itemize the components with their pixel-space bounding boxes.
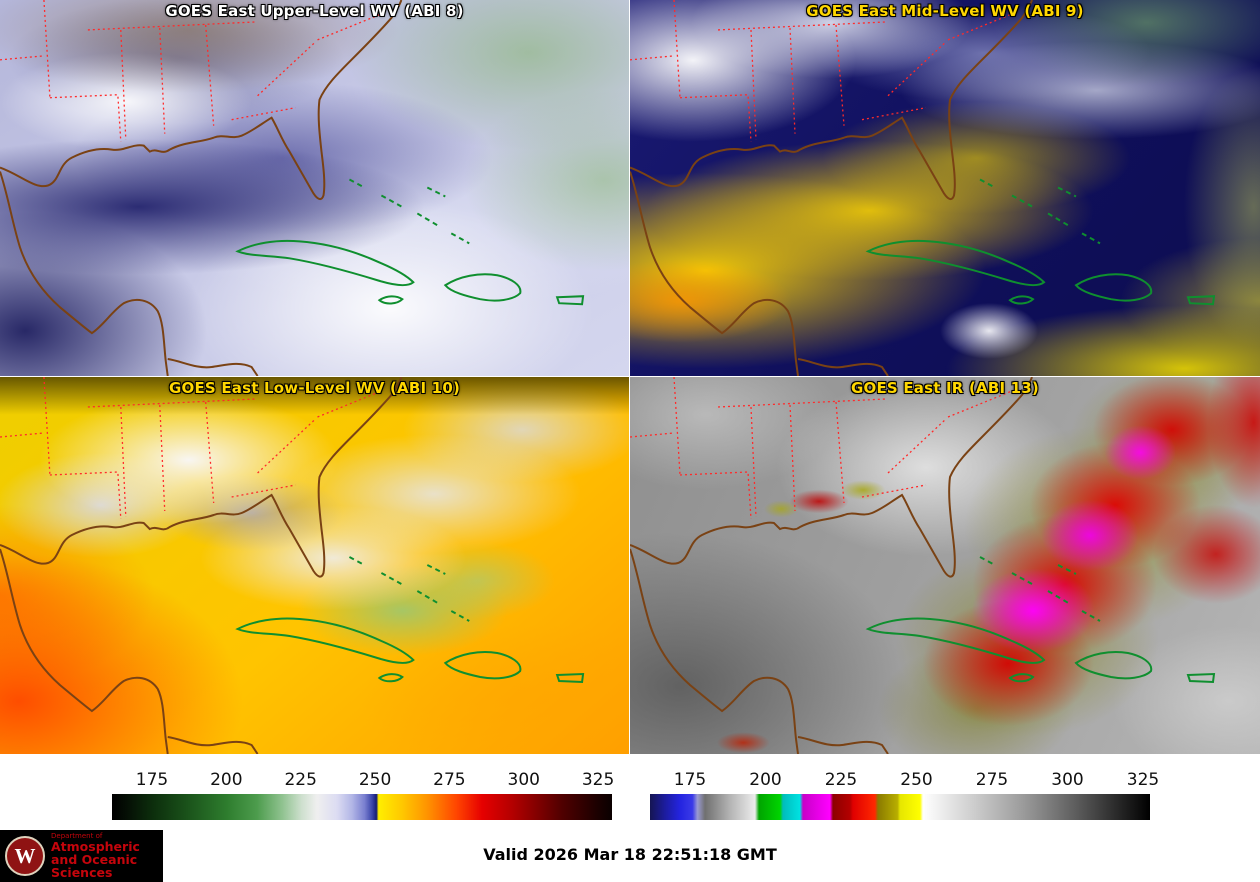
colorbar-tick-label: 225: [824, 770, 858, 790]
upper-level-wv-imagery: [0, 0, 629, 376]
colorbar-legend: 175 200 225 250 275 300 325 175 200 225 250 275 300…: [0, 754, 1260, 830]
colorbar-tick-label: 300: [507, 770, 540, 790]
logo-dept-line: Department of: [51, 831, 103, 840]
footer: W Department of Atmospheric and Oceanic …: [0, 830, 1260, 882]
colorbar-tick-label: 250: [900, 770, 933, 790]
colorbar-tick-label: 250: [358, 770, 392, 790]
panel-title: GOES East Mid-Level WV (ABI 9): [806, 2, 1084, 20]
map-overlay: [630, 377, 1215, 754]
uw-crest-icon: W: [5, 836, 45, 876]
map-overlay: [630, 0, 1215, 376]
colorbar-tick-label: 325: [581, 770, 615, 790]
panel-ir: GOES East IR (ABI 13): [630, 377, 1260, 754]
aos-logo-text: Department of Atmospheric and Oceanic Sc…: [51, 831, 163, 881]
logo-line1: Atmospheric: [51, 838, 140, 854]
ir-imagery: [630, 377, 1260, 754]
valid-time: Valid 2026 Mar 18 22:51:18 GMT: [483, 845, 777, 864]
wv-colorbar-ticks: 175 200 225 250 275 300 325: [112, 770, 615, 794]
colorbar-tick-label: 175: [135, 770, 169, 790]
colorbar-tick-label: 225: [284, 770, 317, 790]
low-level-wv-imagery: [0, 377, 629, 754]
wv-colorbar: 175 200 225 250 275 300 325: [112, 770, 615, 820]
mid-level-wv-imagery: [630, 0, 1260, 376]
logo-line2: and Oceanic Sciences: [51, 852, 138, 881]
colorbar-tick-label: 200: [210, 770, 243, 790]
panel-title: GOES East Low-Level WV (ABI 10): [168, 379, 461, 397]
panel-low-level-wv: GOES East Low-Level WV (ABI 10): [0, 377, 630, 754]
map-overlay: [0, 0, 585, 376]
colorbar-tick-label: 275: [975, 770, 1009, 790]
colorbar-tick-label: 300: [1051, 770, 1084, 790]
wv-colorbar-gradient: [112, 794, 612, 820]
colorbar-tick-label: 275: [433, 770, 466, 790]
aos-logo: W Department of Atmospheric and Oceanic …: [0, 830, 163, 882]
panel-title: GOES East Upper-Level WV (ABI 8): [165, 2, 464, 20]
colorbar-tick-label: 200: [749, 770, 782, 790]
satellite-quad-view: GOES East Upper-Level WV (ABI 8) GOES Ea…: [0, 0, 1260, 754]
colorbar-tick-label: 175: [673, 770, 707, 790]
ir-colorbar: 175 200 225 250 275 300 325: [650, 770, 1159, 820]
panel-mid-level-wv: GOES East Mid-Level WV (ABI 9): [630, 0, 1260, 377]
colorbar-tick-label: 325: [1126, 770, 1160, 790]
uw-crest-letter: W: [14, 843, 36, 868]
ir-colorbar-ticks: 175 200 225 250 275 300 325: [650, 770, 1159, 794]
ir-colorbar-gradient: [650, 794, 1150, 820]
panel-title: GOES East IR (ABI 13): [850, 379, 1039, 397]
map-overlay: [0, 377, 585, 754]
panel-upper-level-wv: GOES East Upper-Level WV (ABI 8): [0, 0, 630, 377]
